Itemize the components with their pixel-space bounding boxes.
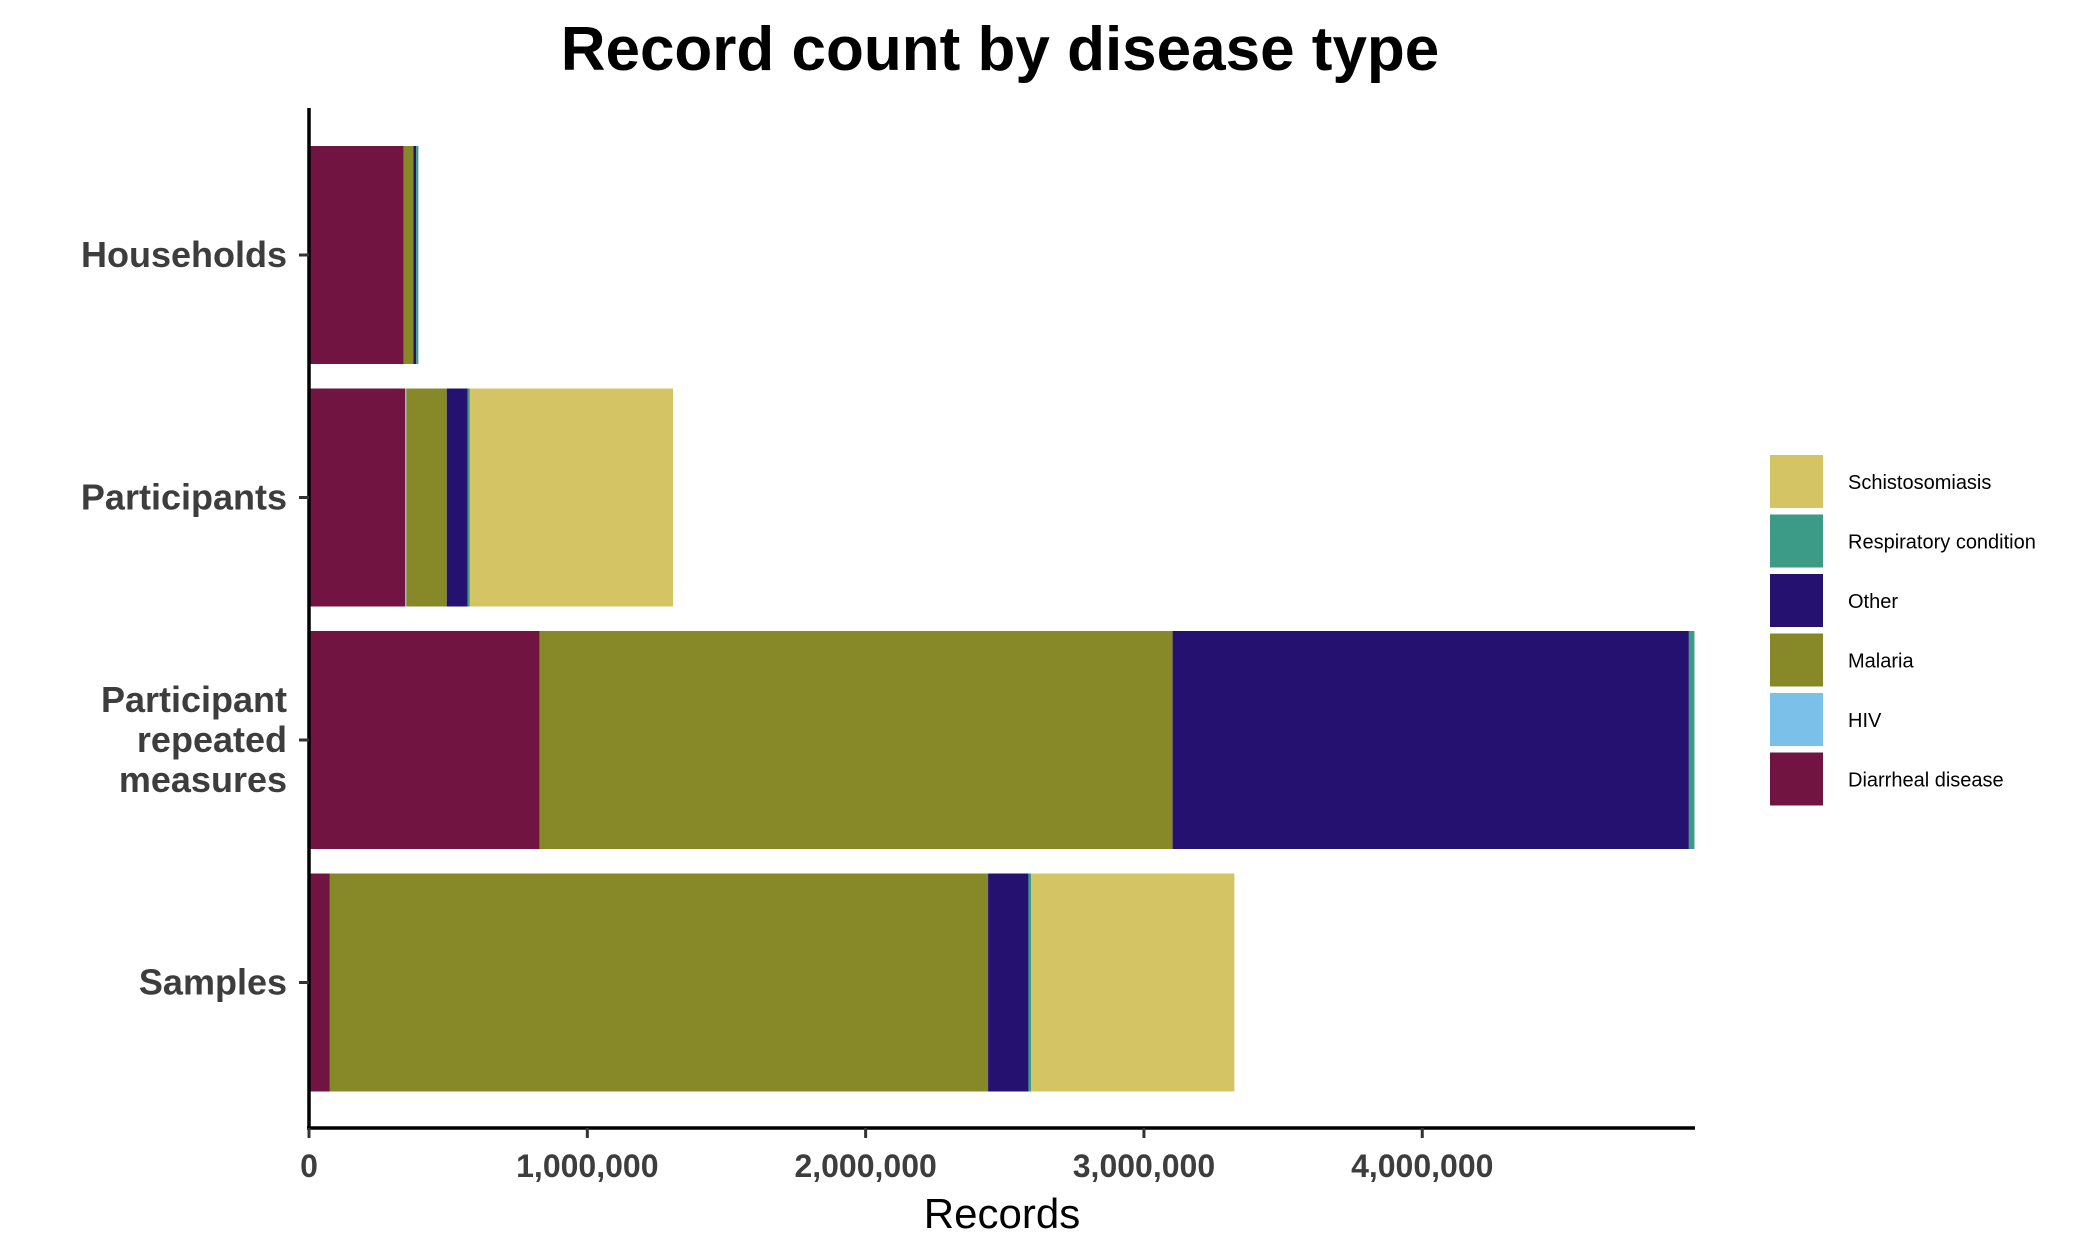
- x-tick-label: 4,000,000: [1351, 1148, 1493, 1184]
- x-axis-label: Records: [924, 1190, 1080, 1237]
- legend-swatch-other: [1770, 574, 1823, 627]
- legend-swatch-schistosomiasis: [1770, 455, 1823, 508]
- bar-samples-respiratory-condition: [1028, 873, 1032, 1092]
- legend-swatch-respiratory-condition: [1770, 514, 1823, 568]
- bar-households-other: [413, 146, 417, 364]
- x-tick-label: 2,000,000: [794, 1148, 936, 1184]
- bars-layer: [309, 146, 1695, 1092]
- bar-participants-hiv: [405, 388, 407, 607]
- legend-swatch-diarrheal-disease: [1770, 752, 1823, 806]
- legend-label-hiv: HIV: [1848, 710, 1882, 732]
- legend-label-other: Other: [1848, 591, 1898, 613]
- y-tick-label-households: Households: [81, 234, 287, 275]
- bar-participant-repeated-measures-other: [1172, 631, 1689, 849]
- bar-households-malaria: [403, 146, 414, 364]
- bar-samples-schistosomiasis: [1031, 873, 1235, 1092]
- bar-participants-respiratory-condition: [467, 388, 470, 607]
- bar-samples-diarrheal-disease: [309, 873, 330, 1092]
- bar-participants-schistosomiasis: [469, 388, 674, 607]
- x-tick-label: 0: [300, 1148, 318, 1184]
- legend-swatch-hiv: [1770, 693, 1823, 746]
- y-axis: Households Participants Participant repeate…: [81, 234, 309, 1003]
- x-axis: 0 1,000,000 2,000,000 3,000,000 4,000,000: [300, 1128, 1493, 1184]
- legend-label-diarrheal-disease: Diarrheal disease: [1848, 770, 2004, 792]
- y-tick-label-participant-repeated-measures: Participant repeated measures: [101, 679, 287, 800]
- legend-label-malaria: Malaria: [1848, 651, 1914, 673]
- bar-participants-diarrheal-disease: [309, 388, 406, 607]
- bar-participants-other: [446, 388, 468, 607]
- bar-participant-repeated-measures-respiratory-condition: [1688, 631, 1695, 849]
- y-tick-label-participants: Participants: [81, 477, 287, 518]
- legend-label-schistosomiasis: Schistosomiasis: [1848, 472, 1991, 494]
- bar-samples-other: [988, 873, 1029, 1092]
- x-tick-label: 1,000,000: [516, 1148, 658, 1184]
- y-tick-label-samples: Samples: [139, 962, 287, 1003]
- bar-participant-repeated-measures-diarrheal-disease: [309, 631, 540, 849]
- legend-swatch-malaria: [1770, 633, 1823, 687]
- x-tick-label: 3,000,000: [1073, 1148, 1215, 1184]
- bar-households-respiratory-condition: [416, 146, 419, 364]
- bar-samples-malaria: [329, 873, 989, 1092]
- legend-label-respiratory-condition: Respiratory condition: [1848, 532, 2036, 554]
- legend: Schistosomiasis Respiratory condition Othe…: [1770, 455, 2036, 806]
- bar-participants-malaria: [406, 388, 447, 607]
- bar-participant-repeated-measures-malaria: [539, 631, 1173, 849]
- chart-title: Record count by disease type: [561, 15, 1440, 84]
- bar-households-diarrheal-disease: [309, 146, 404, 364]
